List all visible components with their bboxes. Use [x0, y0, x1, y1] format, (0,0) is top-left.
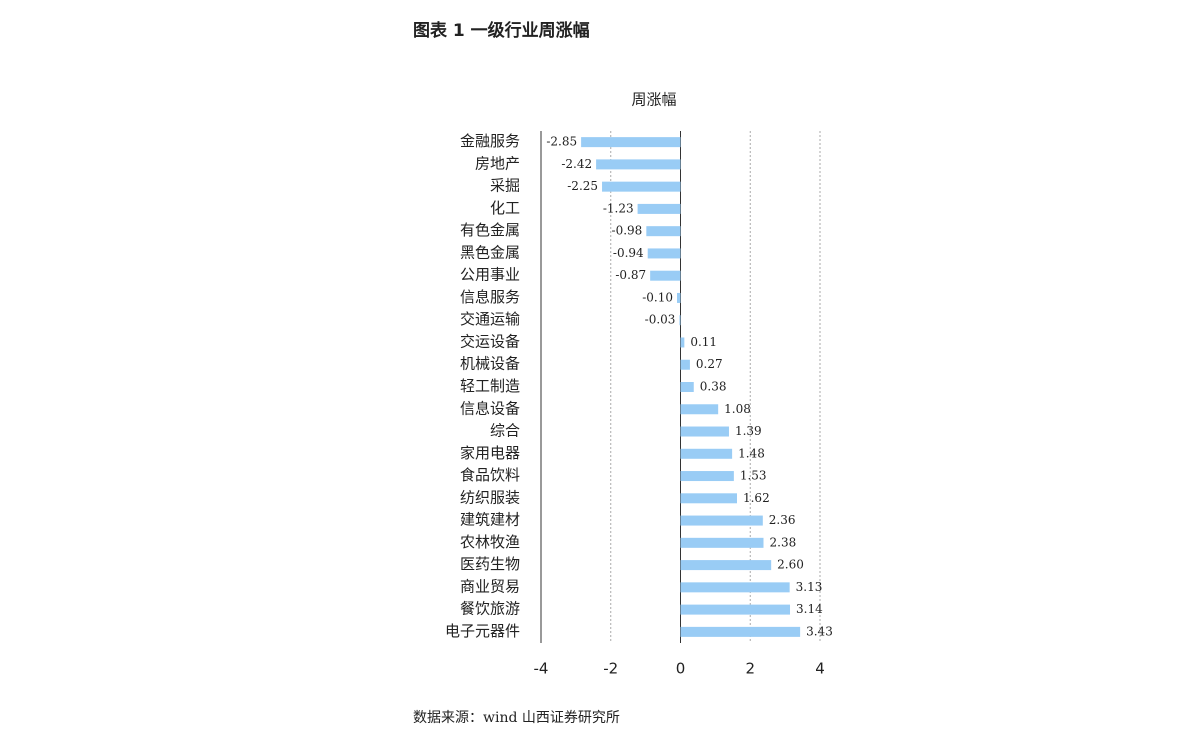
value-label: -2.42: [561, 157, 592, 171]
y-tick-label: 轻工制造: [460, 377, 520, 395]
bar: [581, 137, 681, 148]
y-tick-label: 交运设备: [460, 332, 520, 350]
bar: [602, 181, 681, 192]
bar: [680, 626, 801, 637]
value-label: -0.98: [612, 224, 643, 238]
y-tick-label: 机械设备: [460, 355, 520, 373]
chart-title: 周涨幅: [631, 91, 676, 109]
value-label: -0.87: [615, 268, 646, 282]
value-label: 1.48: [738, 446, 765, 460]
value-label: 3.43: [806, 624, 833, 638]
bar: [680, 493, 737, 504]
bar: [679, 315, 681, 326]
bar: [680, 471, 734, 482]
y-tick-label: 餐饮旅游: [460, 600, 520, 618]
y-tick-label: 综合: [490, 422, 520, 440]
y-tick-label: 信息服务: [460, 288, 520, 306]
value-label: 0.11: [690, 335, 717, 349]
value-label: -0.94: [613, 246, 644, 260]
y-tick-label: 信息设备: [460, 399, 520, 417]
value-label: -0.03: [645, 313, 676, 327]
y-tick-label: 公用事业: [460, 266, 520, 284]
bar: [650, 270, 681, 281]
value-label: -1.23: [603, 201, 634, 215]
y-tick-label: 纺织服装: [460, 488, 520, 506]
y-tick-label: 房地产: [475, 154, 520, 172]
bar: [680, 426, 729, 437]
y-tick-label: 农林牧渔: [460, 533, 520, 551]
bar: [596, 159, 681, 170]
bar: [680, 359, 690, 370]
y-tick-label: 黑色金属: [460, 243, 520, 261]
bar: [646, 226, 681, 237]
value-label: 0.27: [696, 357, 723, 371]
value-label: 3.13: [796, 580, 823, 594]
value-label: 3.14: [796, 602, 823, 616]
value-label: 1.08: [724, 402, 751, 416]
y-tick-label: 电子元器件: [445, 622, 520, 640]
bar: [680, 582, 790, 593]
y-tick-label: 商业贸易: [460, 577, 520, 595]
x-tick-label: -2: [603, 660, 618, 678]
y-tick-label: 交通运输: [460, 310, 520, 328]
value-label: 1.39: [735, 424, 762, 438]
bar: [680, 560, 772, 571]
value-label: 1.62: [743, 491, 770, 505]
bar: [680, 382, 694, 392]
x-tick-label: 2: [745, 660, 755, 678]
bar: [680, 537, 764, 548]
bar: [680, 448, 733, 459]
x-tick-label: 4: [815, 660, 825, 678]
y-tick-label: 家用电器: [460, 444, 520, 462]
bar: [680, 337, 685, 348]
y-tick-label: 食品饮料: [460, 466, 520, 484]
value-label: -2.25: [567, 179, 598, 193]
bar: [637, 203, 681, 214]
bar: [680, 515, 763, 526]
bar: [680, 604, 791, 615]
value-label: -0.10: [642, 290, 673, 304]
y-tick-label: 金融服务: [460, 132, 520, 150]
value-label: 0.38: [700, 380, 727, 394]
x-tick-label: 0: [676, 660, 686, 678]
bar: [677, 292, 681, 303]
value-label: 1.53: [740, 469, 767, 483]
value-label: 2.38: [770, 535, 797, 549]
value-label: 2.36: [769, 513, 796, 527]
bar: [647, 248, 681, 259]
y-tick-label: 有色金属: [460, 221, 520, 239]
y-tick-label: 建筑建材: [460, 511, 520, 529]
x-tick-label: -4: [534, 660, 549, 678]
header-title: 图表 1 一级行业周涨幅: [413, 20, 590, 41]
y-tick-label: 医药生物: [460, 555, 520, 573]
source: 数据来源：wind 山西证券研究所: [413, 710, 620, 726]
value-label: 2.60: [777, 558, 804, 572]
bar: [680, 404, 719, 415]
y-tick-label: 采掘: [490, 177, 520, 195]
value-label: -2.85: [546, 135, 577, 149]
y-tick-label: 化工: [490, 199, 520, 217]
